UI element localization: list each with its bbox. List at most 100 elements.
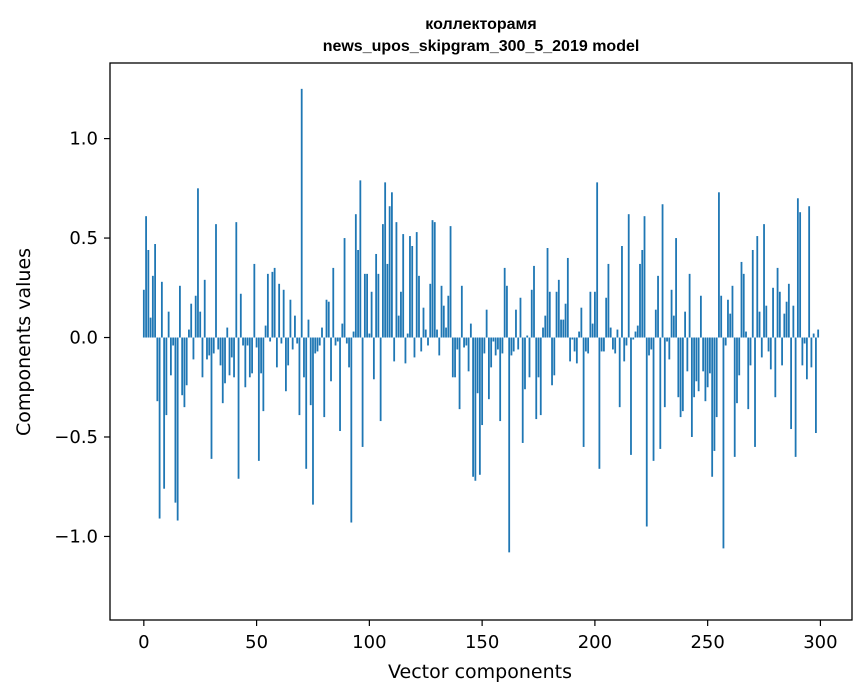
bar: [648, 337, 650, 356]
bar: [386, 263, 389, 338]
bar: [625, 337, 628, 346]
bar: [323, 337, 326, 418]
bar: [449, 226, 452, 338]
bar: [212, 337, 215, 354]
bar: [501, 337, 504, 354]
bar: [145, 216, 147, 338]
bar: [246, 337, 249, 346]
bar: [596, 182, 599, 338]
bar: [314, 337, 317, 354]
bar: [605, 297, 608, 338]
bar: [492, 337, 495, 342]
bar: [510, 337, 513, 356]
bar: [400, 291, 402, 338]
bar: [350, 337, 353, 523]
bar: [769, 337, 772, 370]
bar: [235, 222, 238, 338]
y-tick-label: −0.5: [54, 427, 98, 448]
bar: [670, 289, 673, 338]
bar: [273, 267, 276, 338]
y-tick-label: 0.0: [69, 328, 98, 349]
bar: [487, 337, 490, 400]
bar: [740, 261, 743, 338]
bar: [368, 333, 371, 338]
bar: [650, 337, 653, 350]
bar: [296, 337, 299, 344]
bar: [160, 281, 163, 338]
bar: [174, 337, 177, 503]
bar: [738, 337, 741, 376]
bar: [478, 337, 481, 475]
bar: [357, 249, 359, 338]
bar: [765, 305, 768, 338]
bar: [569, 337, 571, 362]
bar: [756, 236, 759, 338]
bar: [192, 337, 195, 360]
x-tick-label: 0: [138, 632, 149, 653]
bar: [627, 214, 630, 338]
bar: [467, 337, 470, 372]
x-tick-label: 150: [465, 632, 499, 653]
bar: [188, 329, 190, 338]
bar: [395, 222, 398, 338]
x-tick-label: 200: [578, 632, 612, 653]
bar: [778, 291, 781, 338]
bar: [352, 331, 355, 338]
bar: [704, 337, 707, 402]
bar: [158, 337, 161, 519]
bar: [219, 337, 222, 366]
bar: [363, 273, 366, 338]
bar: [747, 337, 750, 410]
bar: [582, 337, 585, 447]
bar: [666, 337, 668, 342]
bar: [404, 337, 407, 364]
bar: [551, 337, 553, 386]
bar: [790, 337, 792, 430]
bar: [316, 337, 319, 352]
bar: [706, 337, 709, 388]
bar: [799, 212, 802, 338]
y-tick-label: 0.5: [69, 228, 98, 249]
bar: [345, 337, 348, 344]
bar: [190, 303, 193, 338]
bar: [169, 337, 172, 376]
bar: [305, 337, 308, 469]
bar: [156, 337, 159, 402]
bar: [589, 291, 592, 338]
bar: [179, 285, 181, 338]
bar: [460, 285, 463, 338]
bar: [573, 337, 576, 352]
bar: [413, 337, 416, 358]
bar: [537, 337, 540, 378]
bar: [675, 238, 677, 338]
bar: [237, 337, 240, 479]
bar: [528, 337, 531, 378]
bar: [262, 337, 265, 412]
bar: [490, 337, 493, 368]
bar: [720, 295, 723, 338]
bar: [584, 337, 587, 352]
bar: [255, 337, 258, 348]
bar: [282, 289, 285, 338]
bar: [690, 337, 693, 437]
bar: [801, 337, 804, 366]
bar: [659, 337, 662, 449]
bar: [312, 337, 314, 505]
bar: [327, 301, 330, 338]
bar: [291, 337, 294, 350]
bar: [248, 337, 251, 378]
bar: [772, 287, 774, 338]
bar: [183, 337, 186, 408]
bar: [307, 319, 310, 338]
bar: [524, 337, 526, 390]
bar: [521, 337, 524, 443]
bar: [420, 337, 423, 352]
bar: [718, 192, 720, 338]
bar: [359, 180, 362, 338]
bar: [621, 246, 623, 338]
bar: [343, 238, 346, 338]
bar: [154, 244, 156, 338]
bar: [745, 331, 747, 338]
bar: [300, 88, 303, 338]
bar: [783, 313, 786, 338]
